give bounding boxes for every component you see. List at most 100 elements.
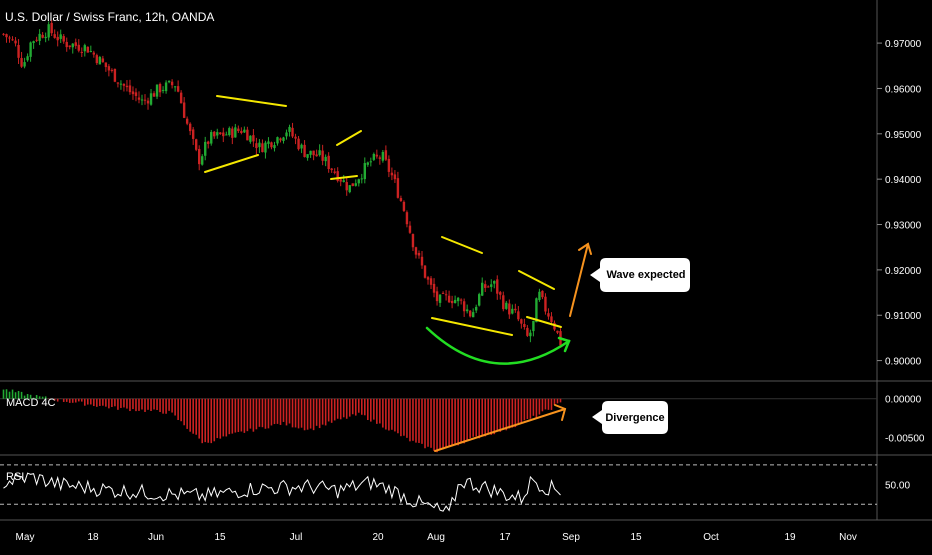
arrow-head[interactable] <box>554 404 567 421</box>
price-axis[interactable]: 0.97000 0.96000 0.95000 0.94000 0.93000 0.920… <box>877 39 925 492</box>
candle-body <box>399 198 403 202</box>
time-tick-label: 19 <box>784 532 796 543</box>
candle-body <box>2 33 5 35</box>
candle-body <box>26 56 29 61</box>
candle-body <box>92 52 96 55</box>
candle-body <box>291 127 294 137</box>
candle-body <box>161 89 165 91</box>
candle-body <box>420 256 424 266</box>
candle-body <box>378 157 382 159</box>
candle-body <box>327 155 330 170</box>
candle-body <box>318 150 321 156</box>
candle-body <box>71 43 74 48</box>
candle-body <box>222 132 225 137</box>
pattern-drawings[interactable] <box>204 95 562 336</box>
candle-body <box>312 150 315 156</box>
price-tick-label: 0.93000 <box>885 221 922 232</box>
candle-body <box>351 183 354 187</box>
candle-body <box>143 99 147 101</box>
candle-body <box>423 265 427 278</box>
pattern-line[interactable] <box>441 236 483 254</box>
callout-label: Divergence <box>605 412 664 424</box>
candle-body <box>384 150 388 160</box>
time-axis[interactable]: May 18 Jun 15 Jul 20 Aug 17 Sep 15 Oct 19 Nov <box>16 532 857 543</box>
projection-arrow[interactable] <box>569 242 592 317</box>
price-tick-label: 0.91000 <box>885 311 922 322</box>
candle-body <box>303 144 306 158</box>
pattern-line[interactable] <box>431 317 513 336</box>
candle-body <box>155 84 159 97</box>
candle-body <box>372 153 376 160</box>
candle-body <box>59 34 62 39</box>
callout-wave-expected[interactable]: Wave expected <box>590 258 690 292</box>
pattern-line[interactable] <box>330 175 358 180</box>
callout-divergence[interactable]: Divergence <box>592 401 668 434</box>
pattern-line[interactable] <box>526 316 562 328</box>
candle-body <box>228 128 231 136</box>
pattern-line[interactable] <box>336 130 362 146</box>
candle-body <box>201 156 204 165</box>
candle-body <box>321 150 324 161</box>
candle-body <box>41 34 44 38</box>
candle-body <box>8 37 11 39</box>
time-tick-label: 17 <box>499 532 511 543</box>
candle-body <box>134 92 138 96</box>
projection-line[interactable] <box>569 243 589 317</box>
candle-body <box>231 128 234 138</box>
candle-body <box>360 178 363 180</box>
candle-body <box>131 91 135 95</box>
candle-body <box>366 162 370 165</box>
candle-body <box>315 154 318 157</box>
candle-body <box>234 127 237 138</box>
arc-line[interactable] <box>425 326 571 365</box>
candle-body <box>300 144 303 149</box>
price-tick-label: 0.92000 <box>885 266 922 277</box>
candle-body <box>17 44 20 58</box>
candle-body <box>553 322 556 330</box>
candle-body <box>249 135 252 142</box>
callout-label: Wave expected <box>606 269 685 281</box>
macd-tick-label: 0.00000 <box>885 395 922 406</box>
pattern-line[interactable] <box>216 95 287 107</box>
candle-body <box>294 136 297 139</box>
candle-body <box>514 308 517 311</box>
pattern-line[interactable] <box>518 270 555 290</box>
candle-body <box>408 225 412 233</box>
rounding-arc[interactable] <box>425 326 571 365</box>
candle-body <box>252 135 255 142</box>
candle-body <box>116 82 120 84</box>
time-tick-label: May <box>16 532 35 543</box>
time-tick-label: Sep <box>562 532 580 543</box>
candle-body <box>375 154 379 157</box>
candle-body <box>333 171 336 173</box>
candle-body <box>390 172 394 176</box>
candle-body <box>104 62 108 68</box>
candle-body <box>348 185 351 193</box>
candle-body <box>396 178 400 198</box>
candle-body <box>204 141 207 156</box>
candle-body <box>207 141 210 144</box>
pattern-line[interactable] <box>204 154 259 173</box>
candle-body <box>484 284 487 288</box>
candle-body <box>83 45 86 52</box>
candle-body <box>185 118 189 124</box>
macd-divergence-arrow[interactable] <box>434 404 567 452</box>
candle-body <box>146 100 150 104</box>
arrow-head[interactable] <box>578 242 592 255</box>
time-tick-label: Nov <box>839 532 857 543</box>
candle-body <box>246 129 249 141</box>
candle-body <box>481 282 484 296</box>
candle-body <box>276 137 279 144</box>
arc-arrow-head[interactable] <box>557 336 571 353</box>
candle-body <box>191 129 195 139</box>
candle-body <box>198 149 201 165</box>
divergence-line[interactable] <box>434 408 566 452</box>
candle-body <box>369 161 373 163</box>
candle-body <box>152 93 156 97</box>
candle-body <box>330 168 333 171</box>
candle-body <box>164 82 168 92</box>
candle-body <box>258 142 261 148</box>
candle-body <box>336 171 339 181</box>
candle-body <box>101 58 105 63</box>
